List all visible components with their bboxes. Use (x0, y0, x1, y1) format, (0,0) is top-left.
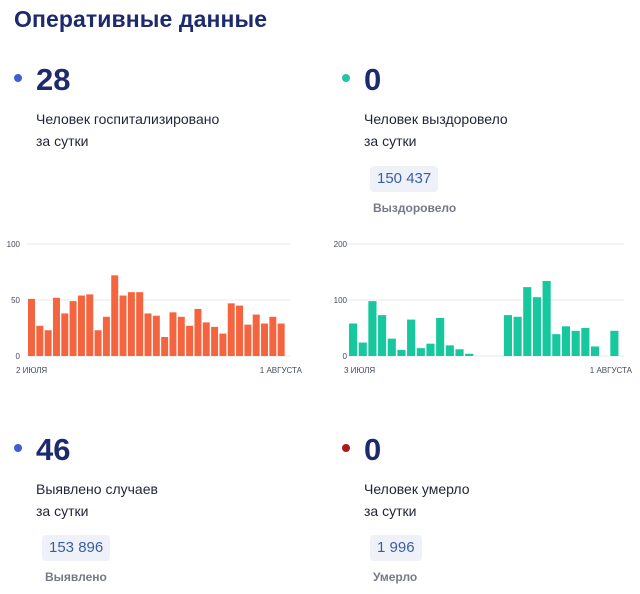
y-tick-label: 50 (11, 296, 20, 305)
bar (581, 328, 590, 356)
recovered-value: 0 (364, 62, 382, 97)
description-line: Человек госпитализировано (36, 111, 220, 127)
bar (36, 325, 44, 356)
bar (77, 295, 85, 356)
y-tick-label: 100 (334, 296, 348, 305)
bar (397, 349, 406, 356)
bar (119, 295, 127, 356)
cases-total: 153 896 (42, 535, 111, 561)
y-tick-label: 200 (334, 240, 348, 249)
recovered-chart: 0 100 200 3 ИЮЛЯ 1 АВГУСТА (334, 240, 633, 375)
bar (152, 315, 160, 356)
bar (542, 280, 551, 356)
bar (378, 315, 387, 356)
bar (269, 316, 277, 356)
bar (465, 353, 474, 356)
bar (277, 323, 285, 356)
bar (86, 294, 94, 356)
bar (186, 325, 194, 356)
deaths-value: 0 (364, 432, 382, 467)
bar (387, 338, 396, 356)
bar (69, 301, 77, 356)
bar (211, 326, 219, 356)
bar (513, 316, 522, 356)
bar (111, 275, 119, 356)
y-tick-label: 0 (16, 352, 21, 361)
hospitalized-description: Человек госпитализировано за сутки (36, 108, 266, 152)
x-end-label: 1 АВГУСТА (590, 366, 633, 375)
deaths-total: 1 996 (370, 535, 422, 561)
bar (244, 324, 252, 356)
description-line: за сутки (36, 503, 89, 519)
bar (102, 316, 110, 356)
recovered-total-label: Выздоровело (373, 201, 457, 215)
bar (227, 303, 235, 356)
bar (561, 326, 571, 356)
bar (349, 323, 358, 356)
bar (61, 313, 69, 356)
hospitalized-chart: 0 50 100 2 ИЮЛЯ 1 АВГУСТА (7, 240, 303, 375)
bar (28, 298, 35, 356)
status-dot (14, 444, 22, 452)
bar (610, 330, 619, 356)
bar (503, 315, 512, 356)
bar (94, 330, 102, 356)
description-line: за сутки (36, 133, 89, 149)
recovered-description: Человек выздоровело за сутки (364, 108, 594, 152)
bar (532, 297, 542, 356)
bar (407, 319, 416, 356)
bar (144, 313, 152, 356)
bar (436, 317, 445, 356)
hospitalized-value: 28 (36, 62, 71, 97)
bar (261, 323, 269, 356)
cases-description: Выявлено случаев за сутки (36, 478, 266, 522)
bar (252, 314, 260, 356)
description-line: за сутки (364, 133, 417, 149)
deaths-description: Человек умерло за сутки (364, 478, 594, 522)
x-start-label: 2 ИЮЛЯ (16, 366, 47, 375)
deaths-total-label: Умерло (373, 570, 418, 584)
bar (161, 336, 169, 356)
bar (445, 345, 454, 356)
status-dot (342, 74, 350, 82)
bar (455, 349, 464, 356)
bar (416, 348, 425, 356)
recovered-total: 150 437 (370, 166, 439, 192)
bar (426, 343, 435, 356)
bar (368, 301, 377, 356)
bar (219, 333, 227, 356)
bar (552, 334, 561, 356)
bar (523, 287, 532, 356)
y-tick-label: 0 (343, 352, 348, 361)
bar (194, 308, 202, 356)
description-line: за сутки (364, 503, 417, 519)
bar (52, 297, 60, 356)
y-tick-label: 100 (7, 240, 21, 249)
bar (44, 330, 52, 356)
bar (236, 305, 244, 356)
bar (202, 322, 210, 356)
page-title: Оперативные данные (14, 6, 268, 32)
description-line: Человек выздоровело (364, 111, 508, 127)
bar (169, 312, 177, 356)
description-line: Выявлено случаев (36, 481, 158, 497)
status-dot (14, 74, 22, 82)
bar (177, 316, 185, 356)
bar (590, 346, 600, 356)
bar (358, 342, 367, 356)
description-line: Человек умерло (364, 481, 470, 497)
cases-total-label: Выявлено (45, 570, 107, 584)
bar (571, 330, 580, 356)
cases-value: 46 (36, 432, 71, 467)
x-end-label: 1 АВГУСТА (260, 366, 303, 375)
bar (127, 292, 135, 356)
bar (136, 292, 144, 356)
x-start-label: 3 ИЮЛЯ (344, 366, 375, 375)
status-dot (342, 444, 350, 452)
